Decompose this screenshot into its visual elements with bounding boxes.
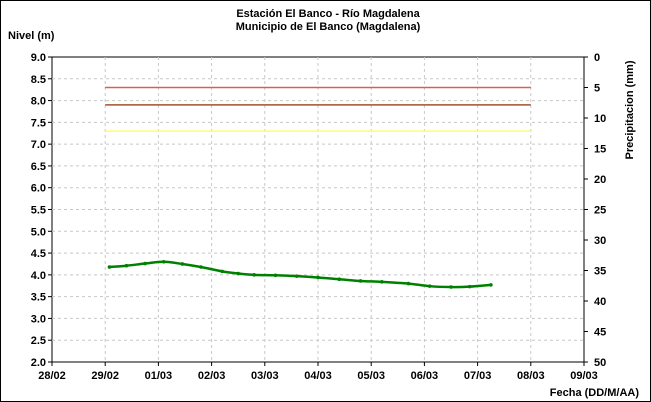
x-tick-label: 08/03 [517, 370, 545, 382]
y-axis-title: Nivel (m) [8, 30, 55, 42]
data-point [124, 263, 129, 268]
y-tick-label: 3.0 [31, 313, 46, 325]
data-point [143, 261, 147, 266]
x-tick-label: 04/03 [304, 370, 332, 382]
chart-title: Estación El Banco - Río Magdalena [236, 8, 420, 20]
y2-tick-label: 10 [594, 113, 606, 125]
data-point [161, 259, 166, 264]
y-tick-label: 2.5 [31, 335, 46, 347]
data-point [380, 280, 384, 284]
data-point [427, 284, 432, 288]
x-tick-label: 05/03 [357, 370, 385, 382]
series-layer [107, 259, 493, 289]
x-tick-label: 01/03 [145, 370, 173, 382]
data-point [107, 265, 112, 269]
x-tick-label: 28/02 [38, 370, 66, 382]
y2-tick-label: 5 [594, 83, 600, 95]
y-tick-label: 2.0 [31, 357, 46, 369]
x-tick-label: 06/03 [411, 370, 439, 382]
y-tick-label: 4.0 [31, 270, 46, 282]
grid-lines [52, 57, 584, 362]
y-tick-label: 8.5 [31, 74, 46, 86]
data-point [489, 283, 493, 287]
y-tick-label: 5.0 [31, 226, 46, 238]
x-tick-label: 03/03 [251, 370, 279, 382]
y2-tick-label: 40 [594, 296, 606, 308]
x-tick-label: 09/03 [570, 370, 598, 382]
y2-tick-label: 50 [594, 357, 606, 369]
data-point [199, 265, 203, 269]
y-tick-label: 9.0 [31, 52, 46, 64]
y-tick-label: 8.0 [31, 96, 46, 108]
x-axis-title: Fecha (DD/M/AA) [550, 387, 640, 399]
data-point [406, 281, 411, 286]
chart-subtitle: Municipio de El Banco (Magdalena) [236, 21, 421, 33]
x-tick-label: 07/03 [464, 370, 492, 382]
y2-axis-title: Precipitacion (mm) [624, 60, 636, 159]
y2-tick-label: 0 [594, 52, 600, 64]
data-point [273, 273, 278, 278]
x-tick-label: 02/03 [198, 370, 226, 382]
data-point [449, 285, 453, 289]
y-tick-label: 7.5 [31, 117, 46, 129]
y2-tick-label: 15 [594, 144, 606, 156]
reference-lines [105, 86, 531, 132]
y-tick-label: 7.0 [31, 139, 46, 151]
y2-tick-label: 20 [594, 174, 606, 186]
data-point [467, 284, 472, 289]
y2-tick-label: 35 [594, 266, 606, 278]
y2-tick-label: 30 [594, 235, 606, 247]
data-point [337, 277, 342, 282]
data-point [252, 273, 256, 277]
y2-tick-label: 45 [594, 327, 606, 339]
y2-tick-label: 25 [594, 205, 606, 217]
y-tick-label: 6.0 [31, 183, 46, 195]
data-point [316, 275, 320, 280]
data-point [294, 274, 299, 278]
x-tick-label: 29/02 [91, 370, 119, 382]
data-point [358, 279, 363, 283]
data-point [220, 269, 225, 274]
data-point [236, 271, 240, 276]
data-point [180, 262, 185, 266]
axis-layer: 2.0 2.5 3.0 3.5 4.0 4.5 5.0 5.5 6.0 6.5 7.0 7.5 8.0 8… [31, 52, 607, 382]
y-tick-label: 3.5 [31, 292, 46, 304]
y-tick-label: 6.5 [31, 161, 46, 173]
y-tick-label: 4.5 [31, 248, 46, 260]
y-tick-label: 5.5 [31, 205, 46, 217]
